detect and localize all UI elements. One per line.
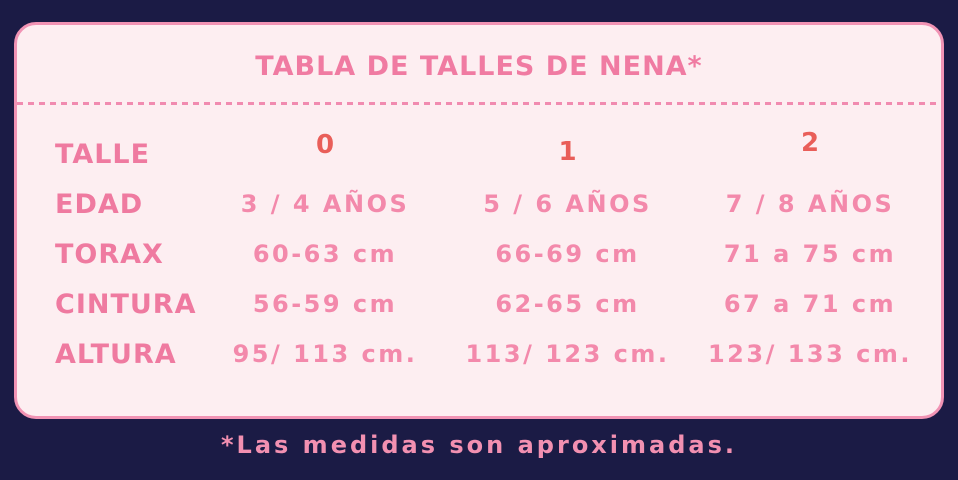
- table-header-row: TALLE 0 1 2: [17, 128, 941, 179]
- table-row-torax: TORAX 60-63 cm 66-69 cm 71 a 75 cm: [17, 229, 941, 279]
- table-row-altura: ALTURA 95/ 113 cm. 113/ 123 cm. 123/ 133…: [17, 329, 941, 379]
- table-row-edad: EDAD 3 / 4 AÑOS 5 / 6 AÑOS 7 / 8 AÑOS: [17, 179, 941, 229]
- row-label-altura: ALTURA: [55, 338, 177, 370]
- torax-size-1-value: 66-69 cm: [495, 240, 640, 268]
- size-header-2: 2: [800, 128, 820, 158]
- cintura-size-1-value: 62-65 cm: [495, 290, 640, 318]
- altura-size-0-value: 95/ 113 cm.: [232, 340, 418, 368]
- size-header-1: 1: [558, 137, 577, 167]
- row-label-cintura: CINTURA: [55, 288, 197, 320]
- edad-size-0-value: 3 / 4 AÑOS: [240, 190, 410, 218]
- torax-size-0-value: 60-63 cm: [252, 240, 398, 268]
- size-table: TALLE 0 1 2 EDAD 3 / 4 AÑOS 5 / 6 AÑOS 7…: [17, 128, 941, 379]
- edad-size-1-value: 5 / 6 AÑOS: [483, 190, 652, 218]
- dashed-divider: [17, 102, 941, 105]
- size-header-0: 0: [315, 130, 335, 160]
- footnote: *Las medidas son aproximadas.: [221, 431, 737, 459]
- cintura-size-2-value: 67 a 71 cm: [723, 290, 897, 318]
- altura-size-2-value: 123/ 133 cm.: [707, 340, 913, 368]
- row-label-talle: TALLE: [55, 138, 151, 170]
- table-title: TABLA DE TALLES DE NENA*: [255, 51, 703, 82]
- edad-size-2-value: 7 / 8 AÑOS: [725, 190, 895, 218]
- size-table-card: TABLA DE TALLES DE NENA* TALLE 0 1 2 EDA…: [14, 22, 944, 419]
- row-label-torax: TORAX: [55, 238, 164, 270]
- row-label-edad: EDAD: [55, 188, 144, 220]
- torax-size-2-value: 71 a 75 cm: [723, 240, 897, 268]
- cintura-size-0-value: 56-59 cm: [252, 290, 398, 318]
- altura-size-1-value: 113/ 123 cm.: [465, 340, 670, 368]
- table-row-cintura: CINTURA 56-59 cm 62-65 cm 67 a 71 cm: [17, 279, 941, 329]
